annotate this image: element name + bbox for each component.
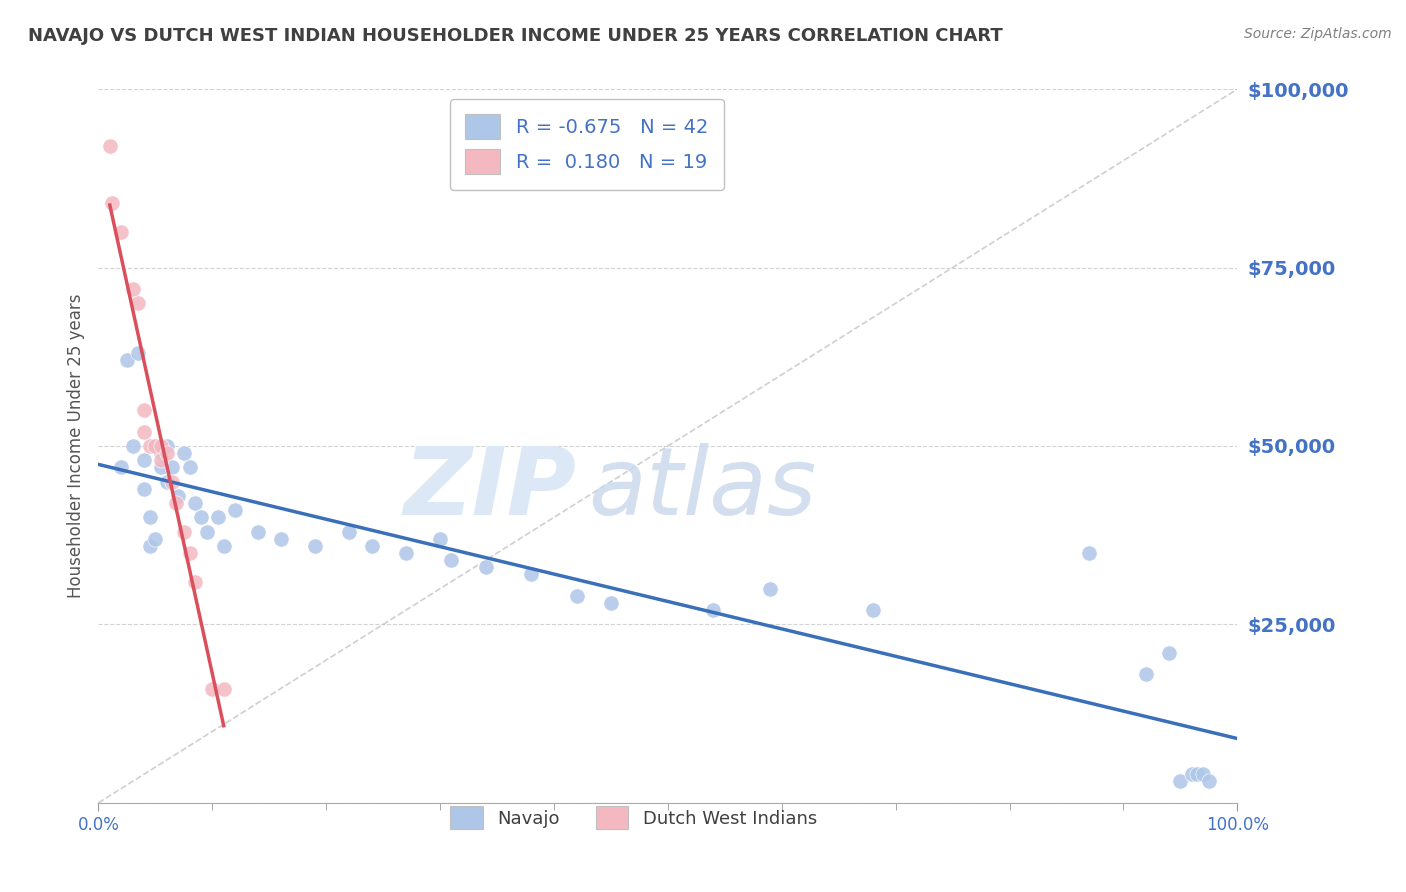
Point [195, 524, 218, 539]
Point [127, 296, 149, 310]
Point [115, 353, 138, 368]
Point [138, 510, 160, 524]
Point [520, 567, 543, 582]
Point [337, 524, 360, 539]
Point [138, 439, 160, 453]
Point [190, 510, 212, 524]
Point [145, 439, 167, 453]
Point [179, 460, 201, 475]
Point [1187, 767, 1209, 781]
Point [162, 475, 184, 489]
Point [759, 582, 782, 596]
Point [156, 446, 179, 460]
Point [179, 546, 201, 560]
Point [127, 346, 149, 360]
Point [600, 596, 623, 610]
Text: Source: ZipAtlas.com: Source: ZipAtlas.com [1244, 27, 1392, 41]
Point [138, 539, 160, 553]
Point [395, 546, 418, 560]
Point [1078, 546, 1101, 560]
Point [429, 532, 451, 546]
Point [132, 482, 155, 496]
Point [440, 553, 463, 567]
Point [173, 524, 195, 539]
Y-axis label: Householder Income Under 25 years: Householder Income Under 25 years [66, 293, 84, 599]
Point [150, 446, 173, 460]
Point [121, 282, 143, 296]
Point [132, 425, 155, 439]
Point [132, 453, 155, 467]
Point [98, 139, 121, 153]
Point [150, 460, 173, 475]
Point [270, 532, 292, 546]
Point [212, 681, 235, 696]
Point [1192, 767, 1215, 781]
Point [224, 503, 246, 517]
Point [474, 560, 496, 574]
Point [110, 225, 132, 239]
Text: atlas: atlas [588, 443, 817, 534]
Legend: Navajo, Dutch West Indians: Navajo, Dutch West Indians [436, 791, 831, 844]
Text: ZIP: ZIP [404, 442, 576, 535]
Point [565, 589, 588, 603]
Point [212, 539, 235, 553]
Text: NAVAJO VS DUTCH WEST INDIAN HOUSEHOLDER INCOME UNDER 25 YEARS CORRELATION CHART: NAVAJO VS DUTCH WEST INDIAN HOUSEHOLDER … [28, 27, 1002, 45]
Point [1198, 774, 1220, 789]
Point [1181, 767, 1204, 781]
Point [110, 460, 132, 475]
Point [121, 439, 143, 453]
Point [1157, 646, 1180, 660]
Point [150, 453, 173, 467]
Point [173, 446, 195, 460]
Point [360, 539, 382, 553]
Point [162, 460, 184, 475]
Point [1170, 774, 1192, 789]
Point [150, 439, 173, 453]
Point [201, 681, 224, 696]
Point [167, 489, 190, 503]
Point [156, 475, 179, 489]
Point [101, 196, 124, 211]
Point [132, 403, 155, 417]
Point [184, 574, 207, 589]
Point [165, 496, 187, 510]
Point [246, 524, 269, 539]
Point [184, 496, 207, 510]
Point [145, 532, 167, 546]
Point [145, 439, 167, 453]
Point [207, 510, 229, 524]
Point [862, 603, 884, 617]
Point [1135, 667, 1157, 681]
Point [304, 539, 326, 553]
Point [156, 439, 179, 453]
Point [702, 603, 724, 617]
